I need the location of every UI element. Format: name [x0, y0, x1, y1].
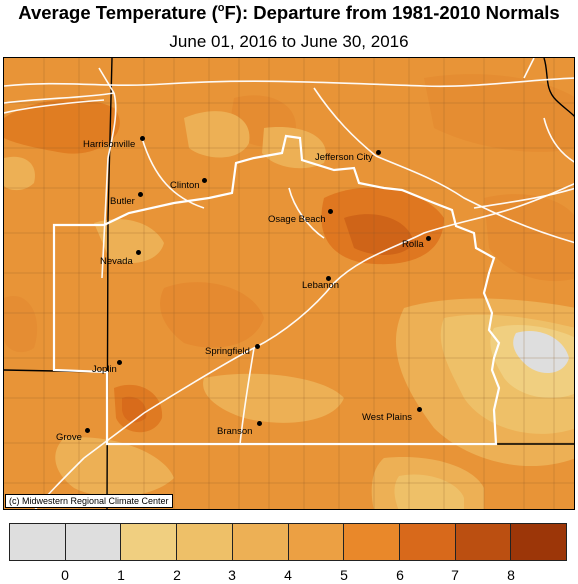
legend-tick-3: 3 — [228, 567, 236, 583]
city-dot-jefferson-city — [376, 150, 381, 155]
city-label-nevada: Nevada — [100, 256, 133, 267]
legend-tick-8: 8 — [507, 567, 515, 583]
city-dot-harrisonville — [140, 136, 145, 141]
legend-swatch-4 — [232, 524, 289, 560]
map-subtitle: June 01, 2016 to June 30, 2016 — [169, 32, 409, 51]
legend-swatch-7 — [399, 524, 456, 560]
city-dot-osage-beach — [328, 209, 333, 214]
city-dot-nevada — [136, 250, 141, 255]
map-canvas — [4, 58, 574, 509]
map-title: Average Temperature (oF): Departure from… — [18, 1, 560, 23]
legend-swatch-8 — [455, 524, 512, 560]
county-boundaries — [4, 58, 574, 509]
legend-tick-6: 6 — [396, 567, 404, 583]
city-dot-rolla — [426, 236, 431, 241]
city-dot-joplin — [117, 360, 122, 365]
city-label-west-plains: West Plains — [362, 412, 412, 423]
cool-anomaly-areas — [4, 111, 574, 509]
forecast-area-outline — [52, 134, 501, 446]
city-dot-branson — [257, 421, 262, 426]
legend-tick-7: 7 — [451, 567, 459, 583]
temperature-departure-map: Harrisonville Jefferson City Clinton But… — [3, 57, 575, 510]
legend-tick-2: 2 — [173, 567, 181, 583]
legend-tick-5: 5 — [340, 567, 348, 583]
legend-swatch-0 — [10, 524, 66, 560]
legend-tick-1: 1 — [117, 567, 125, 583]
city-dot-west-plains — [417, 407, 422, 412]
city-label-springfield: Springfield — [205, 346, 250, 357]
legend-tick-0: 0 — [61, 567, 69, 583]
legend-swatch-1 — [65, 524, 122, 560]
city-dot-lebanon — [326, 276, 331, 281]
city-label-butler: Butler — [110, 196, 135, 207]
city-label-clinton: Clinton — [170, 180, 200, 191]
city-label-rolla: Rolla — [402, 239, 424, 250]
city-label-lebanon: Lebanon — [302, 280, 339, 291]
city-label-jefferson-city: Jefferson City — [315, 152, 373, 163]
city-dot-clinton — [202, 178, 207, 183]
legend-swatch-3 — [177, 524, 233, 560]
legend-swatch-2 — [121, 524, 178, 560]
legend-swatch-5 — [288, 524, 345, 560]
credit-label: (c) Midwestern Regional Climate Center — [5, 494, 173, 508]
legend-swatch-6 — [344, 524, 400, 560]
city-label-branson: Branson — [217, 426, 253, 437]
legend-tick-4: 4 — [284, 567, 292, 583]
city-label-joplin: Joplin — [92, 364, 117, 375]
city-dot-grove — [85, 428, 90, 433]
city-dot-springfield — [255, 344, 260, 349]
color-legend — [9, 523, 567, 561]
city-label-harrisonville: Harrisonville — [83, 139, 136, 150]
city-dot-butler — [138, 192, 143, 197]
highways — [4, 58, 574, 509]
city-label-osage-beach: Osage Beach — [268, 214, 326, 225]
city-label-grove: Grove — [56, 432, 82, 443]
legend-swatch-9 — [511, 524, 567, 560]
